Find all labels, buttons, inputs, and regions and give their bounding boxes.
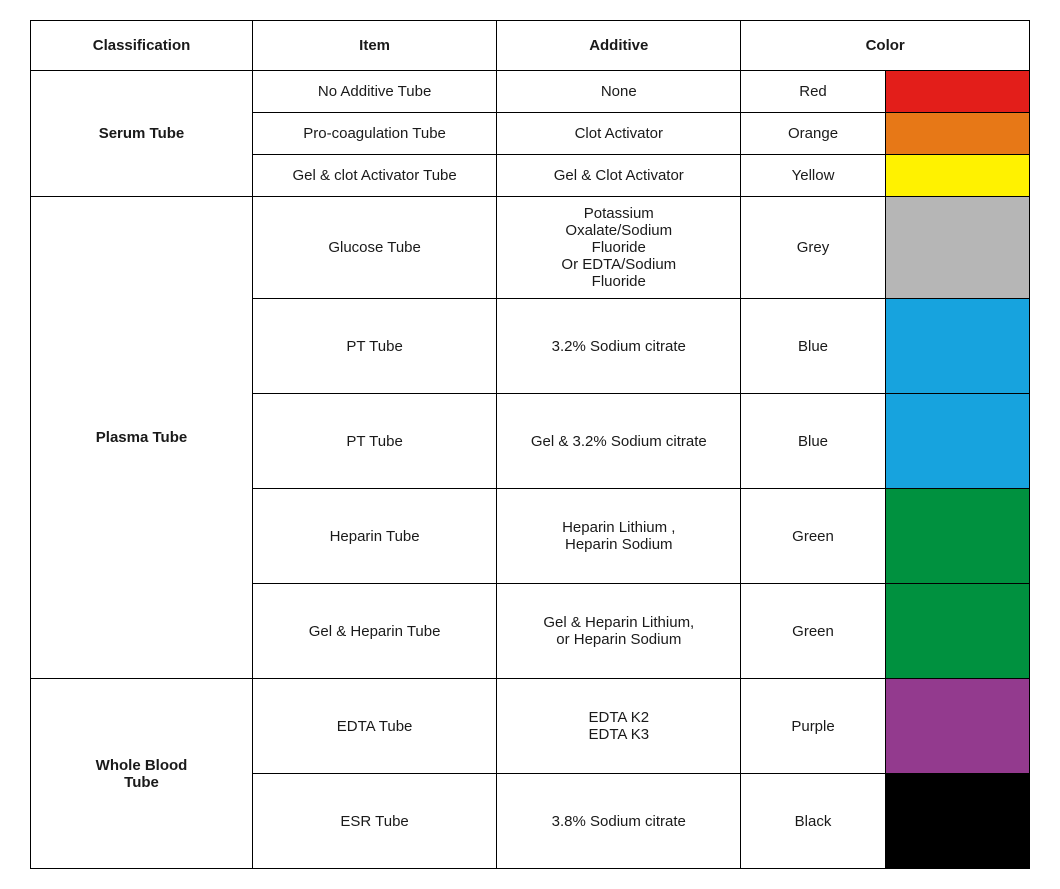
item-cell: No Additive Tube bbox=[253, 71, 497, 113]
additive-cell: 3.8% Sodium citrate bbox=[497, 774, 741, 869]
color-name-cell: Green bbox=[741, 584, 885, 679]
additive-cell: Gel & 3.2% Sodium citrate bbox=[497, 394, 741, 489]
item-cell: ESR Tube bbox=[253, 774, 497, 869]
color-swatch-cell bbox=[885, 155, 1029, 197]
color-name-cell: Orange bbox=[741, 113, 885, 155]
item-cell: Heparin Tube bbox=[253, 489, 497, 584]
color-swatch-cell bbox=[885, 584, 1029, 679]
item-cell: EDTA Tube bbox=[253, 679, 497, 774]
header-color: Color bbox=[741, 21, 1030, 71]
item-cell: Gel & clot Activator Tube bbox=[253, 155, 497, 197]
header-item: Item bbox=[253, 21, 497, 71]
color-swatch-cell bbox=[885, 113, 1029, 155]
item-cell: Gel & Heparin Tube bbox=[253, 584, 497, 679]
color-name-cell: Blue bbox=[741, 299, 885, 394]
additive-cell: PotassiumOxalate/SodiumFluorideOr EDTA/S… bbox=[497, 197, 741, 299]
additive-cell: EDTA K2EDTA K3 bbox=[497, 679, 741, 774]
additive-cell: Heparin Lithium ,Heparin Sodium bbox=[497, 489, 741, 584]
color-name-cell: Green bbox=[741, 489, 885, 584]
header-classification: Classification bbox=[31, 21, 253, 71]
color-swatch-cell bbox=[885, 197, 1029, 299]
color-name-cell: Blue bbox=[741, 394, 885, 489]
color-swatch-cell bbox=[885, 489, 1029, 584]
color-swatch-cell bbox=[885, 71, 1029, 113]
additive-cell: Gel & Heparin Lithium,or Heparin Sodium bbox=[497, 584, 741, 679]
color-swatch-cell bbox=[885, 774, 1029, 869]
additive-cell: Clot Activator bbox=[497, 113, 741, 155]
item-cell: Pro-coagulation Tube bbox=[253, 113, 497, 155]
tube-classification-table: Classification Item Additive Color Serum… bbox=[30, 20, 1030, 869]
color-swatch-cell bbox=[885, 394, 1029, 489]
item-cell: PT Tube bbox=[253, 299, 497, 394]
color-name-cell: Black bbox=[741, 774, 885, 869]
color-name-cell: Red bbox=[741, 71, 885, 113]
color-swatch-cell bbox=[885, 679, 1029, 774]
classification-cell: Serum Tube bbox=[31, 71, 253, 197]
classification-cell: Plasma Tube bbox=[31, 197, 253, 679]
additive-cell: None bbox=[497, 71, 741, 113]
additive-cell: Gel & Clot Activator bbox=[497, 155, 741, 197]
table-header-row: Classification Item Additive Color bbox=[31, 21, 1030, 71]
color-swatch-cell bbox=[885, 299, 1029, 394]
classification-cell: Whole BloodTube bbox=[31, 679, 253, 869]
header-additive: Additive bbox=[497, 21, 741, 71]
color-name-cell: Yellow bbox=[741, 155, 885, 197]
table-row: Plasma TubeGlucose TubePotassiumOxalate/… bbox=[31, 197, 1030, 299]
table-row: Whole BloodTubeEDTA TubeEDTA K2EDTA K3Pu… bbox=[31, 679, 1030, 774]
item-cell: PT Tube bbox=[253, 394, 497, 489]
color-name-cell: Grey bbox=[741, 197, 885, 299]
table-row: Serum TubeNo Additive TubeNoneRed bbox=[31, 71, 1030, 113]
table-body: Serum TubeNo Additive TubeNoneRedPro-coa… bbox=[31, 71, 1030, 869]
color-name-cell: Purple bbox=[741, 679, 885, 774]
additive-cell: 3.2% Sodium citrate bbox=[497, 299, 741, 394]
item-cell: Glucose Tube bbox=[253, 197, 497, 299]
